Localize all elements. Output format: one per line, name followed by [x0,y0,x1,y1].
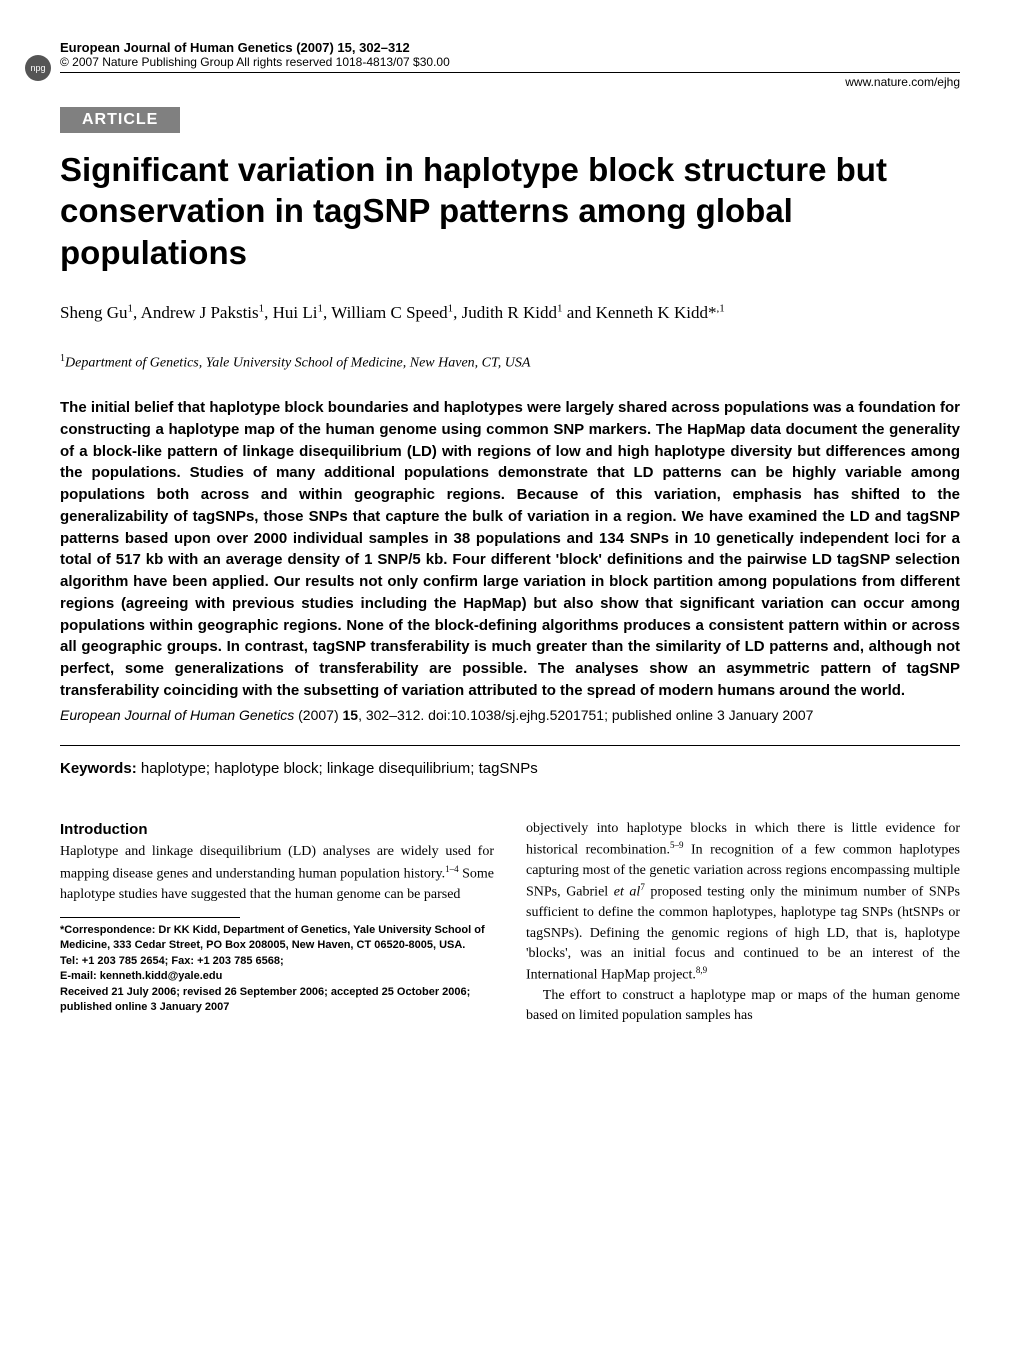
affiliation: 1Department of Genetics, Yale University… [60,353,960,372]
keywords-rule [60,745,960,746]
citation-journal: European Journal of Human Genetics [60,707,294,723]
correspondence-text: *Correspondence: Dr KK Kidd, Department … [60,923,494,954]
keywords-line: Keywords: haplotype; haplotype block; li… [60,760,960,777]
npg-logo: npg [25,55,51,81]
author-list: Sheng Gu1, Andrew J Pakstis1, Hui Li1, W… [60,301,960,325]
article-title: Significant variation in haplotype block… [60,149,960,273]
citation-volume: 15 [343,707,359,723]
intro-paragraph-right-2: The effort to construct a haplotype map … [526,986,960,1027]
abstract: The initial belief that haplotype block … [60,397,960,702]
left-column: Introduction Haplotype and linkage diseq… [60,819,494,1027]
correspondence-email: E-mail: kenneth.kidd@yale.edu [60,969,494,984]
correspondence-tel: Tel: +1 203 785 2654; Fax: +1 203 785 65… [60,954,494,969]
correspondence-footnote: *Correspondence: Dr KK Kidd, Department … [60,923,494,1015]
intro-paragraph-right-1: objectively into haplotype blocks in whi… [526,819,960,986]
keywords-text: haplotype; haplotype block; linkage dise… [141,760,538,777]
page-header: European Journal of Human Genetics (2007… [60,40,960,89]
introduction-heading: Introduction [60,819,494,841]
right-column: objectively into haplotype blocks in whi… [526,819,960,1027]
citation-doi: doi:10.1038/sj.ejhg.5201751; published o… [428,707,813,723]
received-dates: Received 21 July 2006; revised 26 Septem… [60,985,494,1016]
copyright-line: © 2007 Nature Publishing Group All right… [60,55,960,69]
citation-pages: 302–312. [366,707,424,723]
keywords-label: Keywords: [60,760,137,777]
citation-line: European Journal of Human Genetics (2007… [60,707,960,723]
journal-url: www.nature.com/ejhg [60,75,960,89]
journal-reference: European Journal of Human Genetics (2007… [60,40,960,55]
citation-year: (2007) [298,707,338,723]
body-columns: Introduction Haplotype and linkage diseq… [60,819,960,1027]
footnote-rule [60,917,240,918]
header-rule [60,72,960,73]
intro-paragraph-left: Haplotype and linkage disequilibrium (LD… [60,842,494,905]
article-type-badge: ARTICLE [60,107,180,133]
